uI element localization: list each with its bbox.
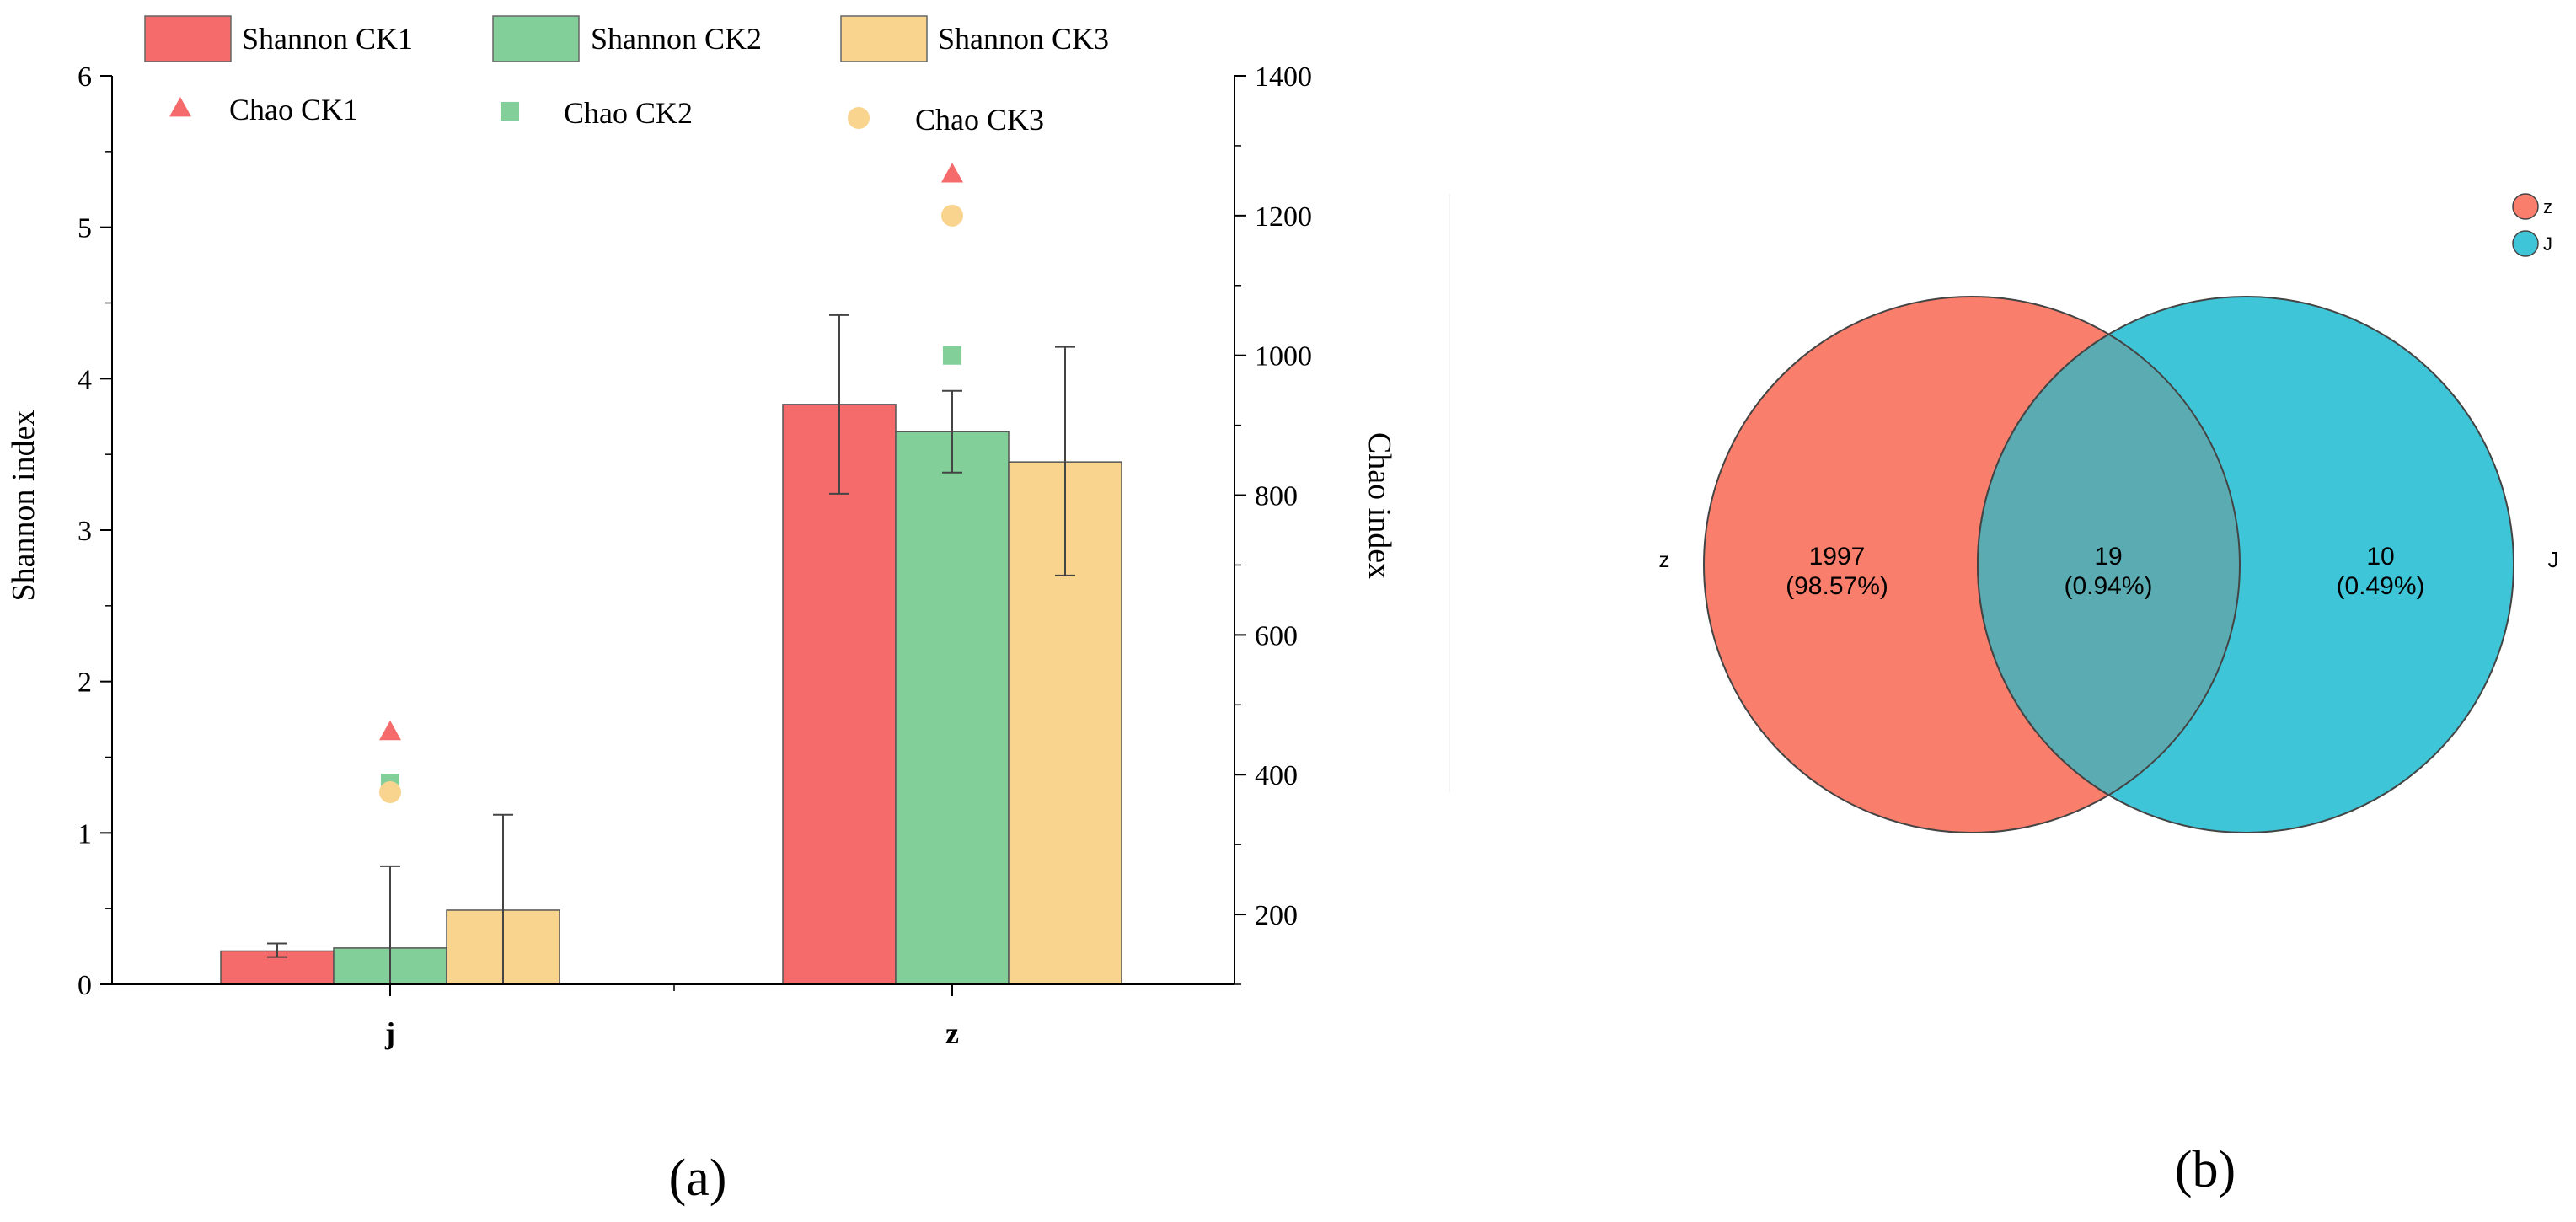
axes-layer: 0 1 2 3 4 5 6 200 400 600 800 1000 1200 1400 j z: [78, 62, 1312, 1050]
panel-a-bar-chart: 0 1 2 3 4 5 6 200 400 600 800 1000 1200 1400 j z Shanno…: [6, 15, 1397, 1207]
legend-label-shannon: Shannon CK2: [591, 22, 762, 56]
chao-marker: [379, 780, 401, 803]
y2-tick-label: 600: [1255, 620, 1298, 651]
chao-marker-layer: [379, 163, 963, 803]
y-tick-label: 6: [78, 62, 92, 93]
y2-tick-label: 1000: [1255, 341, 1312, 372]
chao-marker: [942, 346, 962, 365]
y-tick-label: 0: [78, 970, 92, 1001]
legend: Shannon CK1 Shannon CK2 Shannon CK3 Chao CK…: [144, 15, 1109, 137]
y2-tick-label: 200: [1255, 900, 1298, 931]
legend-label-shannon: Shannon CK3: [938, 22, 1109, 56]
x-tick-label: z: [945, 1016, 959, 1050]
y2-axis-label: Chao index: [1362, 432, 1397, 579]
venn-count-z-only: 1997: [1809, 543, 1866, 571]
venn-legend-swatch-j: [2512, 230, 2539, 257]
legend-marker-chao: [500, 101, 520, 121]
legend-label-chao: Chao CK2: [564, 96, 693, 130]
bar: [782, 404, 897, 985]
y-tick-label: 3: [78, 516, 92, 547]
x-tick-label: j: [384, 1016, 395, 1050]
venn-legend-label-z: z: [2543, 196, 2552, 217]
chao-marker: [379, 720, 401, 741]
legend-label-shannon: Shannon CK1: [242, 22, 413, 56]
venn-legend-swatch-z: [2512, 193, 2539, 220]
venn-set-label-j: J: [2548, 547, 2559, 572]
legend-label-chao: Chao CK1: [229, 93, 358, 126]
venn-count-overlap: 19: [2094, 543, 2122, 571]
panel-b-venn: z J 1997 (98.57%) 19 (0.94%) 10 (0.49%) …: [1449, 193, 2559, 1198]
legend-label-chao: Chao CK3: [915, 103, 1044, 137]
panel-label-a: (a): [669, 1150, 727, 1207]
venn-percent-overlap: (0.94%): [2064, 572, 2152, 600]
panel-label-b: (b): [2175, 1141, 2236, 1198]
y-tick-label: 1: [78, 818, 92, 850]
y-axis-label: Shannon index: [6, 410, 41, 602]
venn-set-label-z: z: [1659, 547, 1670, 572]
y-tick-label: 2: [78, 667, 92, 699]
y-tick-label: 5: [78, 213, 92, 244]
venn-count-j-only: 10: [2366, 543, 2394, 571]
bar-layer: [220, 404, 1122, 985]
legend-swatch-shannon: [492, 15, 580, 62]
venn-percent-z-only: (98.57%): [1786, 572, 1888, 600]
y-tick-label: 4: [78, 364, 92, 395]
venn-percent-j-only: (0.49%): [2336, 572, 2424, 600]
legend-swatch-shannon: [144, 15, 232, 62]
legend-marker-chao: [848, 107, 870, 129]
bar: [895, 431, 1010, 985]
y2-tick-label: 800: [1255, 481, 1298, 512]
y2-tick-label: 400: [1255, 760, 1298, 791]
y2-tick-label: 1200: [1255, 201, 1312, 233]
venn-overlap: [1977, 333, 2241, 796]
chao-marker: [941, 204, 963, 227]
y2-tick-label: 1400: [1255, 62, 1312, 93]
legend-marker-chao: [169, 97, 191, 117]
venn-legend-label-j: J: [2543, 233, 2552, 255]
chao-marker: [941, 163, 963, 183]
legend-swatch-shannon: [840, 15, 928, 62]
